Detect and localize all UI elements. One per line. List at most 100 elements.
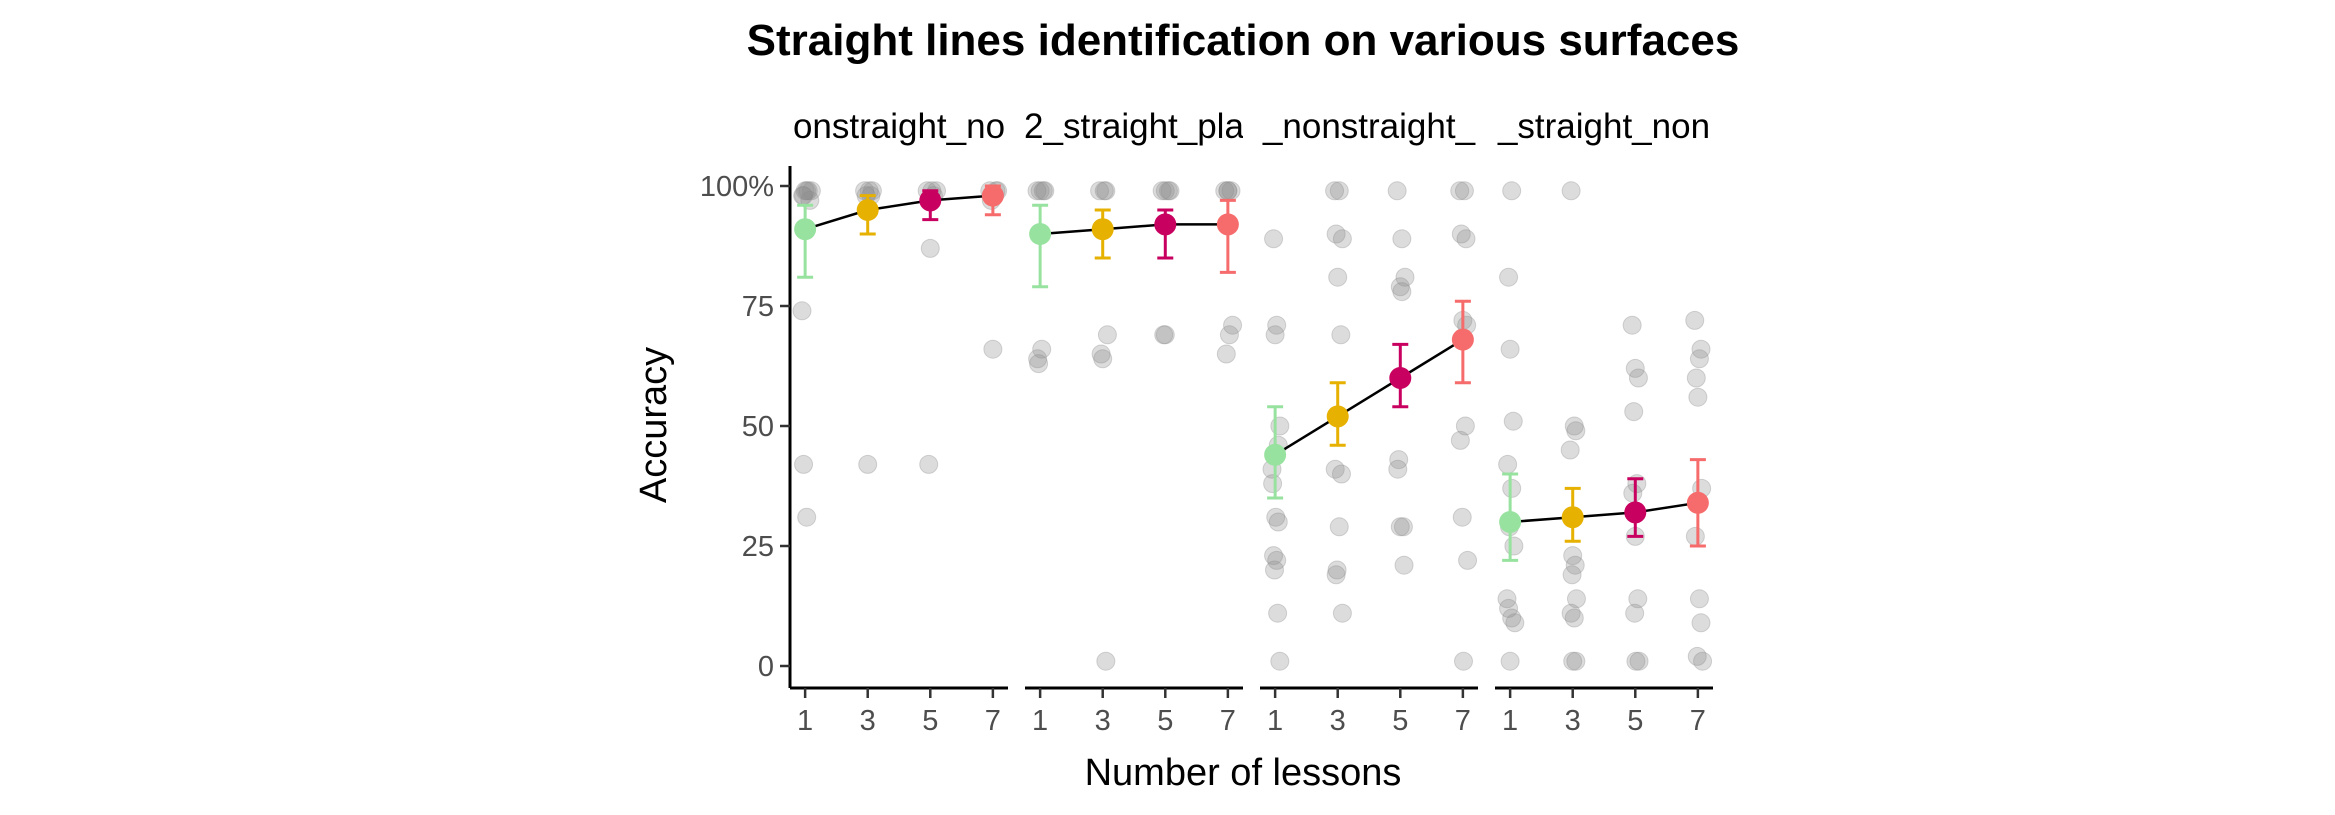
data-point	[1265, 325, 1285, 345]
data-point	[1267, 550, 1287, 570]
data-point	[1502, 181, 1522, 201]
data-point	[1028, 349, 1048, 369]
x-tick-label: 3	[1330, 705, 1346, 737]
data-point	[1395, 267, 1415, 287]
data-point	[1566, 421, 1586, 441]
data-point	[1625, 603, 1645, 623]
data-point	[1030, 181, 1050, 201]
mean-line	[804, 194, 993, 231]
data-point	[801, 181, 821, 201]
x-tick-label: 5	[1157, 705, 1173, 737]
x-axis-label: Number of lessons	[1085, 752, 1402, 794]
data-point	[1687, 646, 1707, 666]
y-axis-label: Accuracy	[633, 347, 675, 503]
data-point	[1393, 517, 1413, 537]
data-point	[1564, 416, 1584, 436]
data-point	[1329, 517, 1349, 537]
data-point	[983, 339, 1003, 359]
data-point	[1390, 277, 1410, 297]
data-point	[1264, 546, 1284, 566]
data-point	[1685, 526, 1705, 546]
data-point	[1328, 267, 1348, 287]
data-point	[1561, 603, 1581, 623]
facet-panel: onstraight_no 1 3 5 7	[790, 107, 1008, 737]
data-point	[1451, 224, 1471, 244]
mean-point	[1264, 443, 1287, 466]
data-point	[1219, 325, 1239, 345]
data-point	[1090, 181, 1110, 201]
data-point	[1458, 550, 1478, 570]
mean-point	[1326, 405, 1349, 428]
data-point	[1325, 459, 1345, 479]
data-point	[1502, 608, 1522, 628]
data-point	[1267, 315, 1287, 335]
mean-point	[1216, 213, 1239, 236]
data-point	[1032, 339, 1052, 359]
data-point	[1091, 344, 1111, 364]
data-point	[1268, 603, 1288, 623]
data-point	[858, 454, 878, 474]
data-point	[1499, 598, 1519, 618]
data-point	[797, 507, 817, 527]
x-tick-label: 1	[1502, 705, 1518, 737]
data-point	[1565, 555, 1585, 575]
data-point	[1326, 565, 1346, 585]
chart-title: Straight lines identification on various…	[747, 16, 1740, 65]
x-tick-label: 3	[1095, 705, 1111, 737]
data-point	[1155, 181, 1175, 201]
data-point	[1453, 651, 1473, 671]
x-tick-label: 3	[1565, 705, 1581, 737]
data-point	[1152, 181, 1172, 201]
x-tick-label: 5	[1627, 705, 1643, 737]
data-point	[1629, 651, 1649, 671]
data-point	[1628, 368, 1648, 388]
mean-point	[794, 218, 817, 241]
data-point	[1689, 589, 1709, 609]
data-point	[1094, 181, 1114, 201]
data-point	[1624, 402, 1644, 422]
y-tick-label: 0	[758, 651, 774, 683]
data-point	[1154, 325, 1174, 345]
data-point	[1452, 507, 1472, 527]
data-point	[1160, 181, 1180, 201]
x-tick-label: 1	[797, 705, 813, 737]
mean-point	[1686, 491, 1709, 514]
data-point	[1264, 229, 1284, 249]
x-tick-label: 1	[1267, 705, 1283, 737]
x-tick-label: 7	[1455, 705, 1471, 737]
data-point	[1626, 651, 1646, 671]
mean-point	[856, 199, 879, 221]
x-tick-label: 5	[1392, 705, 1408, 737]
mean-point	[1451, 328, 1474, 351]
data-point	[1503, 411, 1523, 431]
x-tick-label: 7	[985, 705, 1001, 737]
mean-point	[1389, 367, 1412, 389]
data-point	[795, 181, 815, 201]
data-point	[1691, 339, 1711, 359]
data-point	[1689, 349, 1709, 369]
data-point	[1454, 181, 1474, 201]
facet-strip-label: 2_straight_pla	[1024, 107, 1244, 146]
data-point	[1394, 555, 1414, 575]
data-point	[1563, 546, 1583, 566]
data-point	[1504, 536, 1524, 556]
data-point	[1387, 181, 1407, 201]
y-tick-label: 50	[742, 411, 774, 443]
data-point	[1332, 229, 1352, 249]
data-point	[1455, 416, 1475, 436]
data-point	[1625, 358, 1645, 378]
facet-panel: 2_straight_pla 1 3 5 7	[1024, 107, 1244, 737]
mean-point	[981, 184, 1004, 207]
data-point	[1155, 325, 1175, 345]
mean-point	[1624, 501, 1647, 524]
mean-point	[1091, 218, 1114, 241]
facet-strip-label: _straight_non	[1497, 107, 1710, 146]
x-tick-label: 5	[922, 705, 938, 737]
data-point	[1450, 430, 1470, 450]
x-tick-label: 1	[1032, 705, 1048, 737]
data-point	[1622, 315, 1642, 335]
data-point	[919, 454, 939, 474]
data-point	[792, 301, 812, 321]
facet-panel: _straight_non 1 3 5 7	[1495, 107, 1713, 737]
